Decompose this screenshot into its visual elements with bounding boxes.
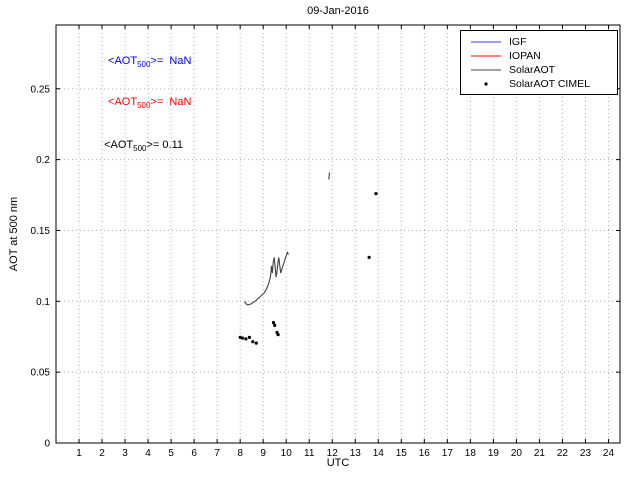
x-tick-label: 20	[511, 448, 523, 459]
series-line-solaraot	[328, 172, 331, 180]
x-tick-label: 14	[373, 448, 385, 459]
x-tick-label: 1	[76, 448, 82, 459]
legend-entry: SolarAOT	[461, 63, 617, 77]
legend-line-sample	[471, 41, 501, 43]
x-tick-label: 22	[557, 448, 569, 459]
x-tick-label: 19	[488, 448, 500, 459]
x-tick-label: 5	[168, 448, 174, 459]
y-tick-label: 0.1	[36, 297, 50, 308]
scatter-point-solaraot-cimel	[374, 192, 378, 196]
scatter-point-solaraot-cimel	[276, 333, 280, 337]
chart-title: 09-Jan-2016	[307, 5, 369, 17]
x-tick-label: 8	[237, 448, 243, 459]
series-line-solaraot	[244, 250, 289, 306]
x-tick-label: 6	[191, 448, 197, 459]
x-axis-label: UTC	[326, 457, 350, 469]
annotation: <AOT500>= NaN	[108, 96, 192, 111]
x-tick-label: 7	[214, 448, 220, 459]
scatter-point-solaraot-cimel	[244, 337, 248, 341]
x-tick-label: 11	[304, 448, 315, 459]
legend: IGF IOPAN SolarAOT SolarAOT CIMEL	[460, 30, 618, 95]
scatter-point-solaraot-cimel	[367, 255, 371, 259]
x-tick-label: 2	[99, 448, 105, 459]
legend-entry: SolarAOT CIMEL	[461, 77, 617, 91]
legend-label: IOPAN	[509, 50, 541, 62]
x-tick-label: 3	[122, 448, 128, 459]
x-tick-label: 16	[419, 448, 431, 459]
legend-line-sample	[471, 55, 501, 57]
x-tick-label: 10	[281, 448, 293, 459]
x-tick-label: 18	[465, 448, 477, 459]
legend-entry: IGF	[461, 35, 617, 49]
legend-entry: IOPAN	[461, 49, 617, 63]
scatter-point-solaraot-cimel	[240, 336, 245, 340]
x-tick-label: 24	[603, 448, 615, 459]
annotation: <AOT500>= NaN	[108, 55, 192, 70]
y-tick-label: 0.25	[31, 84, 51, 95]
y-axis-label: AOT at 500 nm	[8, 196, 20, 272]
x-tick-label: 13	[350, 448, 362, 459]
y-tick-label: 0.15	[31, 226, 51, 237]
legend-label: SolarAOT CIMEL	[509, 78, 590, 90]
legend-label: SolarAOT	[509, 64, 556, 76]
y-tick-label: 0.05	[31, 368, 51, 379]
legend-line-sample	[471, 69, 501, 71]
x-tick-label: 17	[442, 448, 454, 459]
x-tick-label: 9	[260, 448, 266, 459]
legend-label: IGF	[509, 36, 527, 48]
scatter-point-solaraot-cimel	[273, 323, 277, 327]
x-tick-label: 15	[396, 448, 408, 459]
scatter-point-solaraot-cimel	[251, 340, 255, 344]
scatter-point-solaraot-cimel	[247, 335, 251, 339]
y-tick-label: 0.2	[36, 155, 50, 166]
legend-dot-sample	[484, 82, 488, 86]
x-tick-label: 21	[534, 448, 546, 459]
scatter-point-solaraot-cimel	[271, 321, 276, 325]
annotation: <AOT500>= 0.11	[104, 138, 184, 154]
x-tick-label: 4	[145, 448, 151, 459]
x-tick-label: 23	[580, 448, 592, 459]
axes-box	[55, 24, 621, 444]
y-tick-label: 0	[44, 439, 50, 450]
x-tick-label: 12	[327, 448, 339, 459]
scatter-point-solaraot-cimel	[254, 341, 258, 345]
